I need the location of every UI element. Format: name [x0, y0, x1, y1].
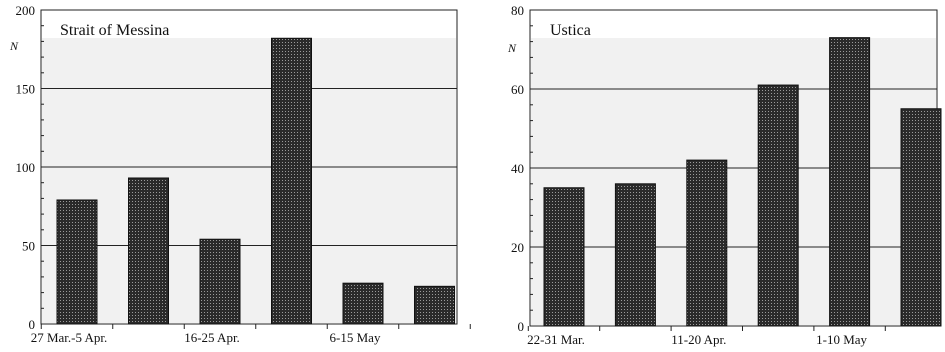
bar — [900, 108, 942, 327]
x-tick-label: 22-31 Mar. — [527, 332, 585, 347]
x-tick-label: 27 Mar.-5 Apr. — [31, 330, 108, 345]
y-tick-label: 100 — [16, 160, 36, 175]
bar — [199, 238, 241, 325]
x-tick-label: 16-25 Apr. — [184, 330, 240, 345]
bar — [829, 37, 871, 327]
chart-title: Strait of Messina — [60, 22, 169, 39]
chart-title: Ustica — [550, 22, 591, 39]
bar — [414, 285, 455, 325]
x-tick-label: 6-15 May — [330, 330, 381, 345]
y-axis-label: N — [9, 39, 19, 53]
bar — [56, 199, 98, 325]
plot-shading — [42, 38, 456, 323]
bar — [271, 37, 312, 325]
bar — [543, 187, 585, 327]
chart-panel-messina: 0 50 100 150 200 27 Mar.-5 Apr. 16-25 Apr. 6-1… — [9, 3, 471, 345]
bar — [614, 183, 656, 327]
bar — [128, 177, 169, 325]
y-tick-label: 0 — [29, 317, 36, 332]
y-tick-label: 0 — [518, 319, 525, 334]
y-tick-label: 50 — [22, 239, 35, 254]
bar — [686, 159, 728, 327]
x-tick-label: 11-20 Apr. — [671, 332, 726, 347]
chart-panel-ustica: 0 20 40 60 80 22-31 Mar. 11-20 Apr. 1-10 May U… — [507, 3, 942, 347]
x-tick-label: 1-10 May — [816, 332, 867, 347]
y-tick-label: 200 — [16, 3, 36, 18]
y-tick-label: 40 — [511, 161, 524, 176]
y-tick-label: 60 — [511, 82, 524, 97]
y-axis-label: N — [507, 41, 517, 55]
y-tick-label: 150 — [16, 82, 36, 97]
y-tick-label: 20 — [511, 240, 524, 255]
y-tick-label: 80 — [511, 3, 524, 18]
bar — [757, 84, 799, 327]
plot-shading — [531, 38, 936, 325]
bar — [342, 282, 384, 325]
